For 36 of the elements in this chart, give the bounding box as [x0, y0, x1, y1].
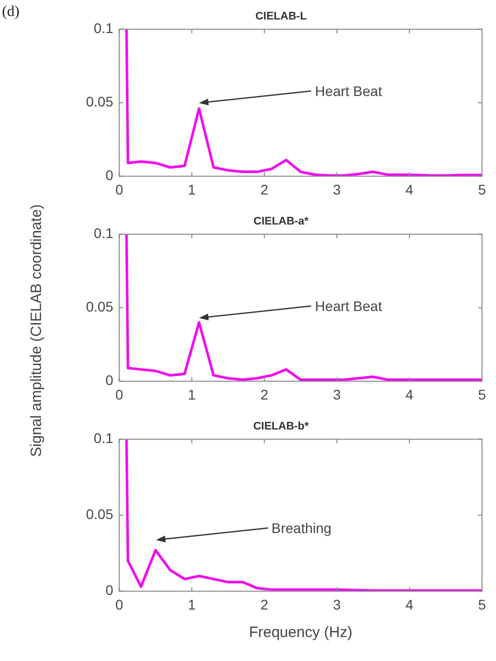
- y-tick-label: 0: [105, 167, 114, 184]
- y-tick-label: 0.05: [86, 298, 114, 315]
- x-axis-title: Frequency (Hz): [248, 624, 352, 642]
- annotation: Heart Beat: [315, 296, 382, 315]
- x-tick-label: 3: [333, 181, 341, 198]
- x-tick-label: 1: [188, 181, 196, 198]
- chart-title: CIELAB-a*: [253, 216, 310, 228]
- x-tick-label: 2: [260, 386, 268, 402]
- x-tick-label: 5: [478, 181, 486, 198]
- x-tick-label: 0: [115, 181, 124, 198]
- x-tick-label: 0: [115, 386, 124, 402]
- x-tick-label: 1: [188, 596, 196, 612]
- y-tick-label: 0.05: [86, 94, 114, 110]
- y-tick-label: 0: [105, 372, 114, 388]
- chart-title: CIELAB-L: [255, 10, 307, 23]
- y-axis-title: Signal amplitude (CIELAB coordinate): [28, 203, 45, 459]
- y-tick-label: 0.1: [94, 430, 114, 446]
- text: (d): [2, 4, 20, 21]
- x-tick-label: 4: [406, 181, 414, 198]
- x-tick-label: 5: [478, 596, 486, 612]
- y-tick-label: 0.1: [94, 225, 114, 242]
- x-tick-label: 4: [406, 596, 414, 612]
- y-tick-label: 0: [105, 582, 114, 598]
- x-tick-label: 2: [260, 596, 268, 612]
- x-tick-label: 4: [406, 386, 414, 402]
- x-tick-label: 3: [333, 386, 341, 402]
- x-tick-label: 5: [478, 386, 486, 402]
- annotation: Breathing: [272, 518, 332, 537]
- x-tick-label: 1: [188, 386, 196, 402]
- x-tick-label: 2: [260, 181, 268, 198]
- x-tick-label: 3: [333, 596, 341, 612]
- y-tick-label: 0.05: [86, 506, 114, 522]
- annotation: Heart Beat: [315, 82, 382, 100]
- chart-title: CIELAB-b*: [253, 420, 310, 433]
- y-tick-label: 0.1: [94, 20, 114, 36]
- x-tick-label: 0: [115, 596, 124, 612]
